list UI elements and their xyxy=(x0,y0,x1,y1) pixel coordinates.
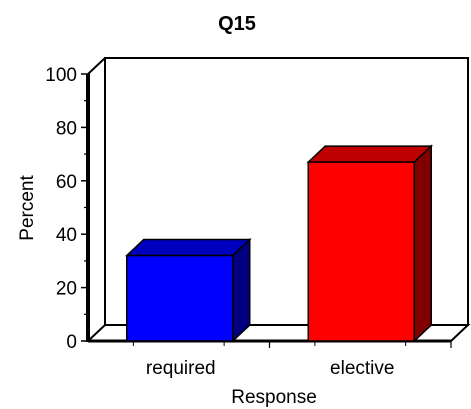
bar-side-face xyxy=(413,144,432,343)
bar-side-face xyxy=(232,237,251,343)
y-tick-label: 100 xyxy=(45,65,77,86)
y-tick-label: 40 xyxy=(56,225,77,246)
bar-front-face xyxy=(307,161,415,342)
bar-top-face xyxy=(306,145,434,163)
y-tick-label: 80 xyxy=(56,118,77,139)
bar-required xyxy=(124,237,252,343)
x-tick-label: elective xyxy=(330,358,394,379)
bar-elective xyxy=(306,144,434,343)
x-axis-label: Response xyxy=(231,387,317,408)
y-axis-depth-top xyxy=(87,57,106,75)
chart-title: Q15 xyxy=(218,13,256,35)
y-tick-label: 60 xyxy=(56,172,77,193)
bar-front-face xyxy=(126,254,234,342)
y-tick-label: 0 xyxy=(66,332,77,353)
y-tick-label: 20 xyxy=(56,279,77,300)
bar-top-face xyxy=(124,238,252,257)
x-tick-label: required xyxy=(146,358,216,379)
y-axis-label: Percent xyxy=(17,175,38,241)
